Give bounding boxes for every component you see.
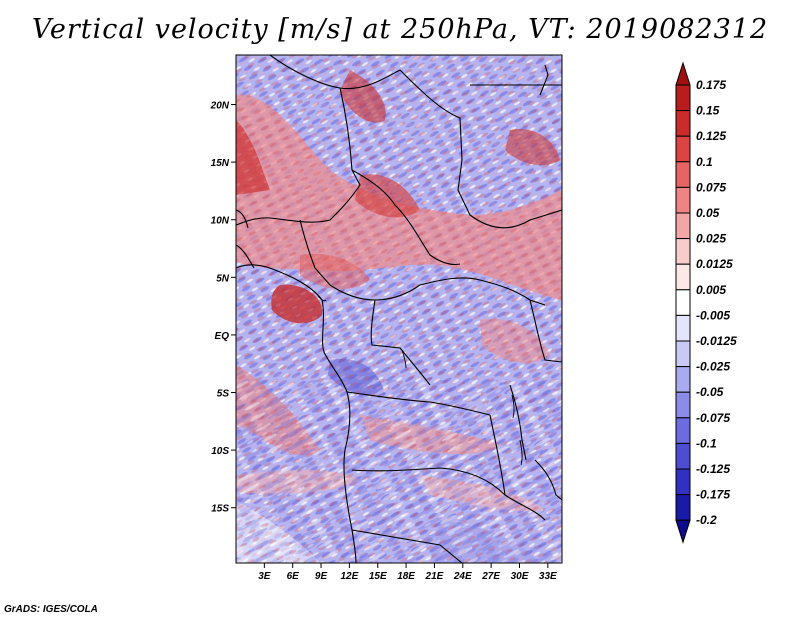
colorbar-label: -0.005 xyxy=(696,308,730,322)
colorbar-label: 0.125 xyxy=(696,129,726,143)
lat-label: 10N xyxy=(211,216,230,227)
colorbar-segment xyxy=(675,391,691,419)
lon-label: 15E xyxy=(369,571,387,582)
colorbar-label: 0.005 xyxy=(696,283,726,297)
lon-label: 27E xyxy=(481,571,500,582)
colorbar-segment xyxy=(675,84,691,112)
colorbar-segment xyxy=(675,417,691,444)
lon-label: 24E xyxy=(453,571,472,582)
colorbar-segment xyxy=(675,289,691,316)
colorbar-segment xyxy=(675,442,691,470)
lon-label: 21E xyxy=(425,571,444,582)
colorbar-segment xyxy=(675,135,691,163)
colorbar-segment xyxy=(675,340,691,368)
vertical-velocity-field xyxy=(236,55,562,563)
lat-label: 15N xyxy=(211,158,230,169)
colorbar-segment xyxy=(675,468,691,496)
colorbar-top-triangle xyxy=(675,61,691,86)
colorbar-label: -0.075 xyxy=(696,411,730,425)
colorbar-segment xyxy=(675,212,691,240)
colorbar-label: 0.025 xyxy=(696,232,726,246)
colorbar-label: -0.0125 xyxy=(696,334,737,348)
colorbar-segment xyxy=(675,161,691,188)
lat-label: 5S xyxy=(217,389,230,400)
colorbar-label: 0.1 xyxy=(696,155,713,169)
lon-label: 6E xyxy=(287,571,300,582)
colorbar-label: 0.15 xyxy=(696,104,720,118)
lat-label: 10S xyxy=(211,446,229,457)
lat-label: 20N xyxy=(210,101,230,112)
latitude-axis: 20N 15N 10N 5N EQ 5S 10S 15S xyxy=(210,101,236,515)
colorbar-label: 0.05 xyxy=(696,206,720,220)
colorbar-label: -0.1 xyxy=(696,436,717,450)
colorbar-label: -0.175 xyxy=(696,488,730,502)
lon-label: 18E xyxy=(397,571,415,582)
colorbar-label: 0.175 xyxy=(696,78,726,92)
colorbar-bottom-triangle xyxy=(675,519,691,544)
colorbar-segment xyxy=(675,238,691,265)
colorbar-segment xyxy=(675,263,691,291)
coastline-and-borders xyxy=(236,55,562,563)
lat-label: EQ xyxy=(215,331,230,342)
map-frame xyxy=(235,54,563,564)
colorbar-label: -0.05 xyxy=(696,385,724,399)
colorbar-segment xyxy=(675,186,691,214)
colorbar-label: -0.025 xyxy=(696,360,730,374)
colorbar-segment xyxy=(675,366,691,393)
colorbar-label: 0.075 xyxy=(696,180,726,194)
colorbar-segment xyxy=(675,494,691,521)
lat-label: 5N xyxy=(216,273,230,284)
lon-label: 9E xyxy=(315,571,328,582)
colorbar-label: 0.0125 xyxy=(696,257,733,271)
colorbar-segment xyxy=(675,110,691,137)
lat-label: 15S xyxy=(211,504,229,515)
lon-label: 33E xyxy=(539,571,557,582)
map-title: Vertical velocity [m/s] at 250hPa, VT: 2… xyxy=(31,14,769,45)
grads-credit: GrADS: IGES/COLA xyxy=(4,604,98,615)
colorbar-label: -0.2 xyxy=(696,513,717,527)
lon-label: 3E xyxy=(258,571,271,582)
colorbar-label: -0.125 xyxy=(696,462,730,476)
colorbar-segment xyxy=(675,314,691,342)
lon-label: 30E xyxy=(511,571,529,582)
lon-label: 12E xyxy=(340,571,358,582)
colorbar: 0.175 0.15 0.125 0.1 0.075 0.05 0.025 0.0125 0.0… xyxy=(675,61,737,544)
longitude-axis: 3E 6E 9E 12E 15E 18E 21E 24E 27E 30E 33E xyxy=(258,563,557,582)
